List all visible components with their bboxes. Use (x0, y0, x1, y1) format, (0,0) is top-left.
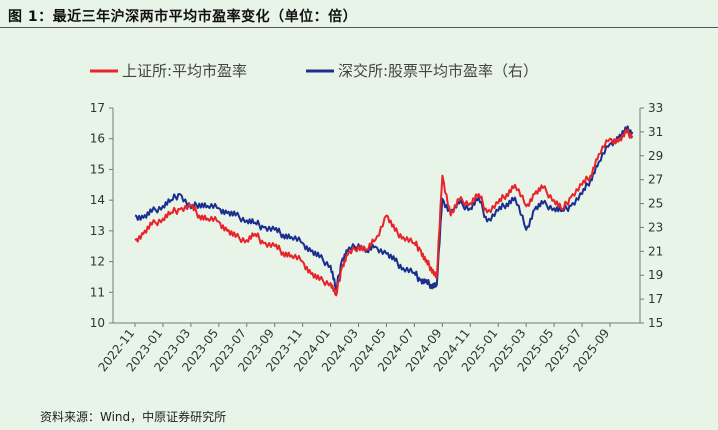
y-left-tick-label: 11 (90, 285, 105, 299)
legend-label-sh: 上证所:平均市盈率 (122, 62, 247, 80)
y-right-tick-label: 15 (648, 316, 663, 330)
series-line-sz (134, 125, 634, 291)
series-line-sh (134, 128, 634, 297)
y-left-tick-label: 10 (90, 316, 105, 330)
y-left-tick-label: 16 (90, 132, 105, 146)
y-right-tick-label: 23 (648, 220, 663, 234)
y-right-tick-label: 31 (648, 125, 663, 139)
y-left-tick-label: 12 (90, 255, 105, 269)
title-divider (0, 27, 718, 28)
y-right-tick-label: 33 (648, 101, 663, 115)
y-right-tick-label: 17 (648, 292, 663, 306)
y-left-tick-label: 13 (90, 224, 105, 238)
y-right-tick-label: 29 (648, 149, 663, 163)
y-left-tick-label: 15 (90, 162, 105, 176)
chart-lines (134, 125, 634, 297)
chart-title: 图 1：最近三年沪深两市平均市盈率变化（单位：倍） (8, 9, 358, 25)
y-left-tick-label: 17 (90, 101, 105, 115)
source-note: 资料来源：Wind，中原证券研究所 (40, 410, 227, 424)
y-right-tick-label: 25 (648, 197, 663, 211)
y-right-tick-label: 19 (648, 268, 663, 282)
y-right-tick-label: 21 (648, 244, 663, 258)
y-right-tick-label: 27 (648, 173, 663, 187)
chart-legend: 上证所:平均市盈率 深交所:股票平均市盈率（右） (90, 62, 538, 80)
legend-label-sz: 深交所:股票平均市盈率（右） (338, 62, 538, 80)
y-left-tick-label: 14 (90, 193, 105, 207)
